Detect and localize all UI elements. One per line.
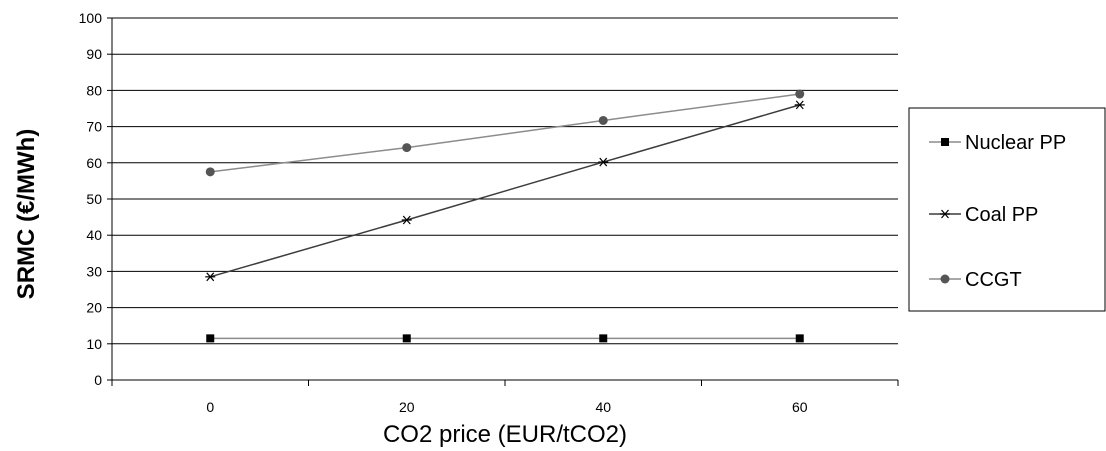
asterisk-stroke	[402, 215, 411, 225]
x-tick-labels: 0 20 40 60	[206, 399, 807, 415]
point-coal-pp	[205, 272, 216, 282]
y-tick-label: 0	[94, 372, 102, 388]
y-axis-label: SRMC (€/MWh)	[13, 129, 40, 300]
y-tick-labels: 0 10 20 30 40 50 60 70 80 90 100	[79, 10, 103, 388]
y-tick-label: 100	[79, 10, 103, 26]
point-ccgt	[205, 167, 215, 177]
y-tick-label: 40	[86, 227, 102, 243]
legend-label: Coal PP	[965, 204, 1038, 226]
asterisk-stroke	[941, 209, 949, 219]
point-coal-pp	[598, 157, 609, 167]
legend-item-coal-pp: Coal PP	[929, 204, 1038, 226]
point-nuclear-pp	[599, 334, 608, 343]
legend-marker	[940, 209, 950, 219]
point-nuclear-pp	[795, 334, 804, 343]
x-tick-label: 40	[595, 399, 611, 415]
axes	[107, 17, 899, 386]
series-nuclear-pp	[206, 334, 804, 343]
series-line-ccgt	[210, 93, 800, 173]
legend-item-nuclear-pp: Nuclear PP	[929, 132, 1066, 154]
legend: Nuclear PP Coal PP CCGT	[908, 107, 1106, 312]
y-tick-label: 90	[86, 46, 102, 62]
legend-item-ccgt: CCGT	[929, 269, 1022, 291]
legend-marker	[941, 138, 949, 146]
x-tick-label: 60	[792, 399, 808, 415]
asterisk-stroke	[599, 157, 608, 167]
y-tick-label: 30	[86, 263, 102, 279]
y-tick-label: 20	[86, 300, 102, 316]
y-tick-label: 50	[86, 191, 102, 207]
legend-marker	[940, 274, 950, 284]
point-nuclear-pp	[402, 334, 411, 343]
point-ccgt	[402, 143, 412, 153]
legend-label: Nuclear PP	[965, 132, 1066, 154]
asterisk-stroke	[206, 272, 215, 282]
x-axis-label: CO2 price (EUR/tCO2)	[383, 421, 627, 448]
x-tick-label: 20	[399, 399, 415, 415]
point-ccgt	[795, 89, 805, 99]
series-coal-pp	[205, 100, 805, 282]
series-ccgt	[205, 89, 805, 177]
asterisk-stroke	[795, 100, 804, 110]
point-nuclear-pp	[206, 334, 215, 343]
series-line-coal-pp	[210, 104, 800, 278]
y-tick-label: 10	[86, 336, 102, 352]
point-coal-pp	[794, 100, 805, 110]
y-tick-label: 80	[86, 82, 102, 98]
point-ccgt	[598, 115, 608, 125]
y-tick-label: 60	[86, 155, 102, 171]
point-coal-pp	[401, 215, 412, 225]
x-tick-label: 0	[206, 399, 214, 415]
gridlines	[112, 17, 898, 345]
legend-label: CCGT	[965, 269, 1022, 291]
series-group	[205, 89, 805, 343]
y-tick-label: 70	[86, 119, 102, 135]
